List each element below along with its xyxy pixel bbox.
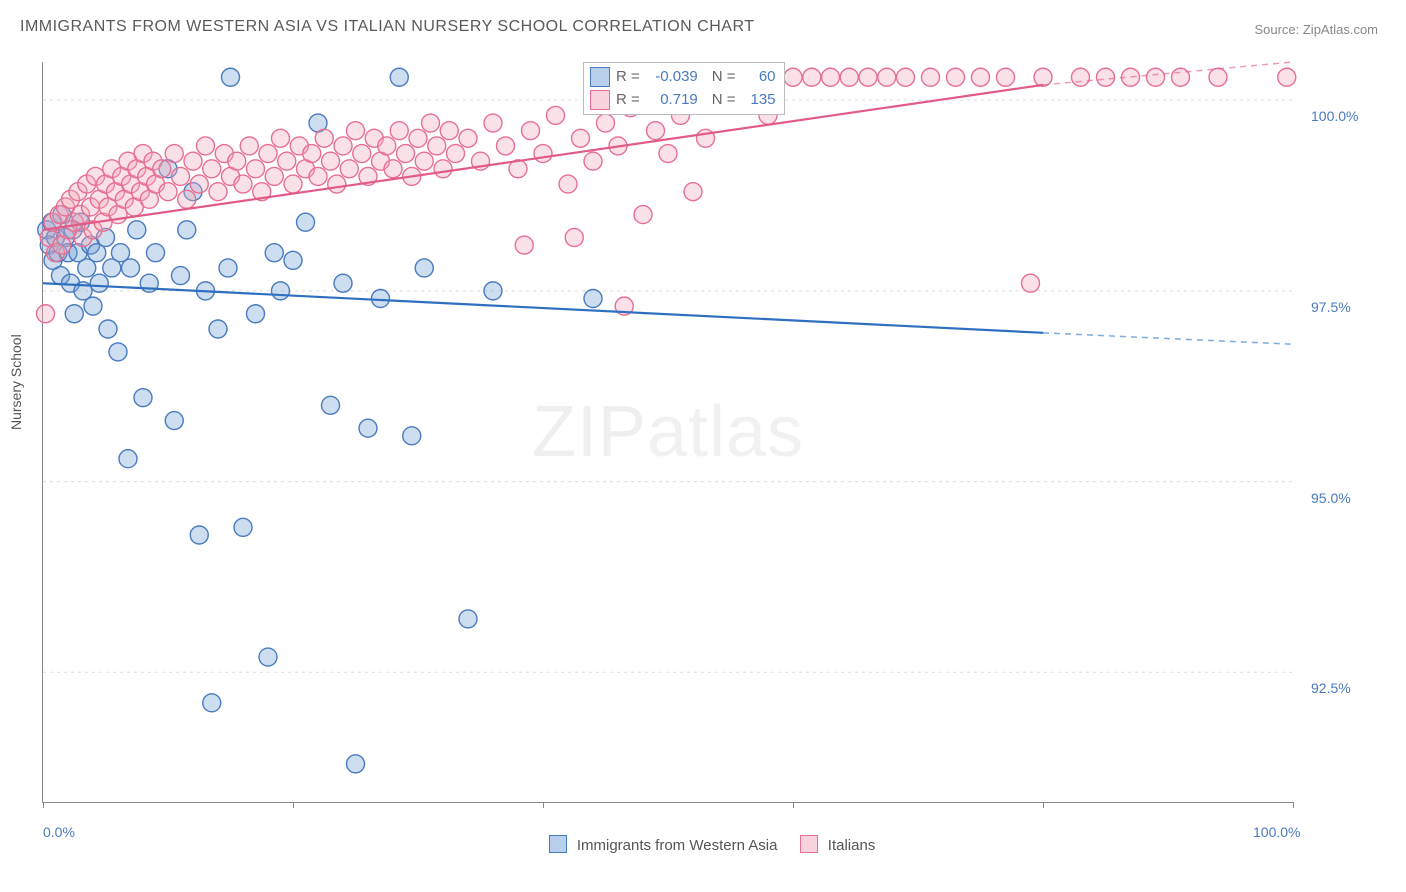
plot-area: ZIPatlas R = -0.039 N = 60 R = 0.719 N =… — [42, 62, 1293, 803]
n-label: N = — [712, 89, 736, 112]
y-axis-label: Nursery School — [8, 334, 24, 430]
r-value-series2: 0.719 — [646, 89, 698, 112]
chart-title: IMMIGRANTS FROM WESTERN ASIA VS ITALIAN … — [20, 18, 754, 36]
legend-label-series1: Immigrants from Western Asia — [577, 837, 778, 854]
corr-row-series2: R = 0.719 N = 135 — [590, 89, 776, 112]
source-label: Source: ZipAtlas.com — [1254, 22, 1378, 37]
legend-label-series2: Italians — [828, 837, 876, 854]
corr-row-series1: R = -0.039 N = 60 — [590, 66, 776, 89]
y-tick-label: 100.0% — [1311, 108, 1358, 124]
correlation-box: R = -0.039 N = 60 R = 0.719 N = 135 — [583, 62, 785, 115]
y-tick-label: 95.0% — [1311, 490, 1351, 506]
r-label: R = — [616, 66, 640, 89]
y-tick-label: 92.5% — [1311, 680, 1351, 696]
n-value-series2: 135 — [742, 89, 776, 112]
scatter-svg — [43, 62, 1293, 802]
y-tick-label: 97.5% — [1311, 299, 1351, 315]
legend-swatch-series1 — [549, 835, 567, 853]
legend: Immigrants from Western Asia Italians — [0, 835, 1406, 854]
r-label: R = — [616, 89, 640, 112]
swatch-series1 — [590, 67, 610, 87]
n-label: N = — [712, 66, 736, 89]
r-value-series1: -0.039 — [646, 66, 698, 89]
swatch-series2 — [590, 90, 610, 110]
legend-swatch-series2 — [800, 835, 818, 853]
n-value-series1: 60 — [742, 66, 776, 89]
